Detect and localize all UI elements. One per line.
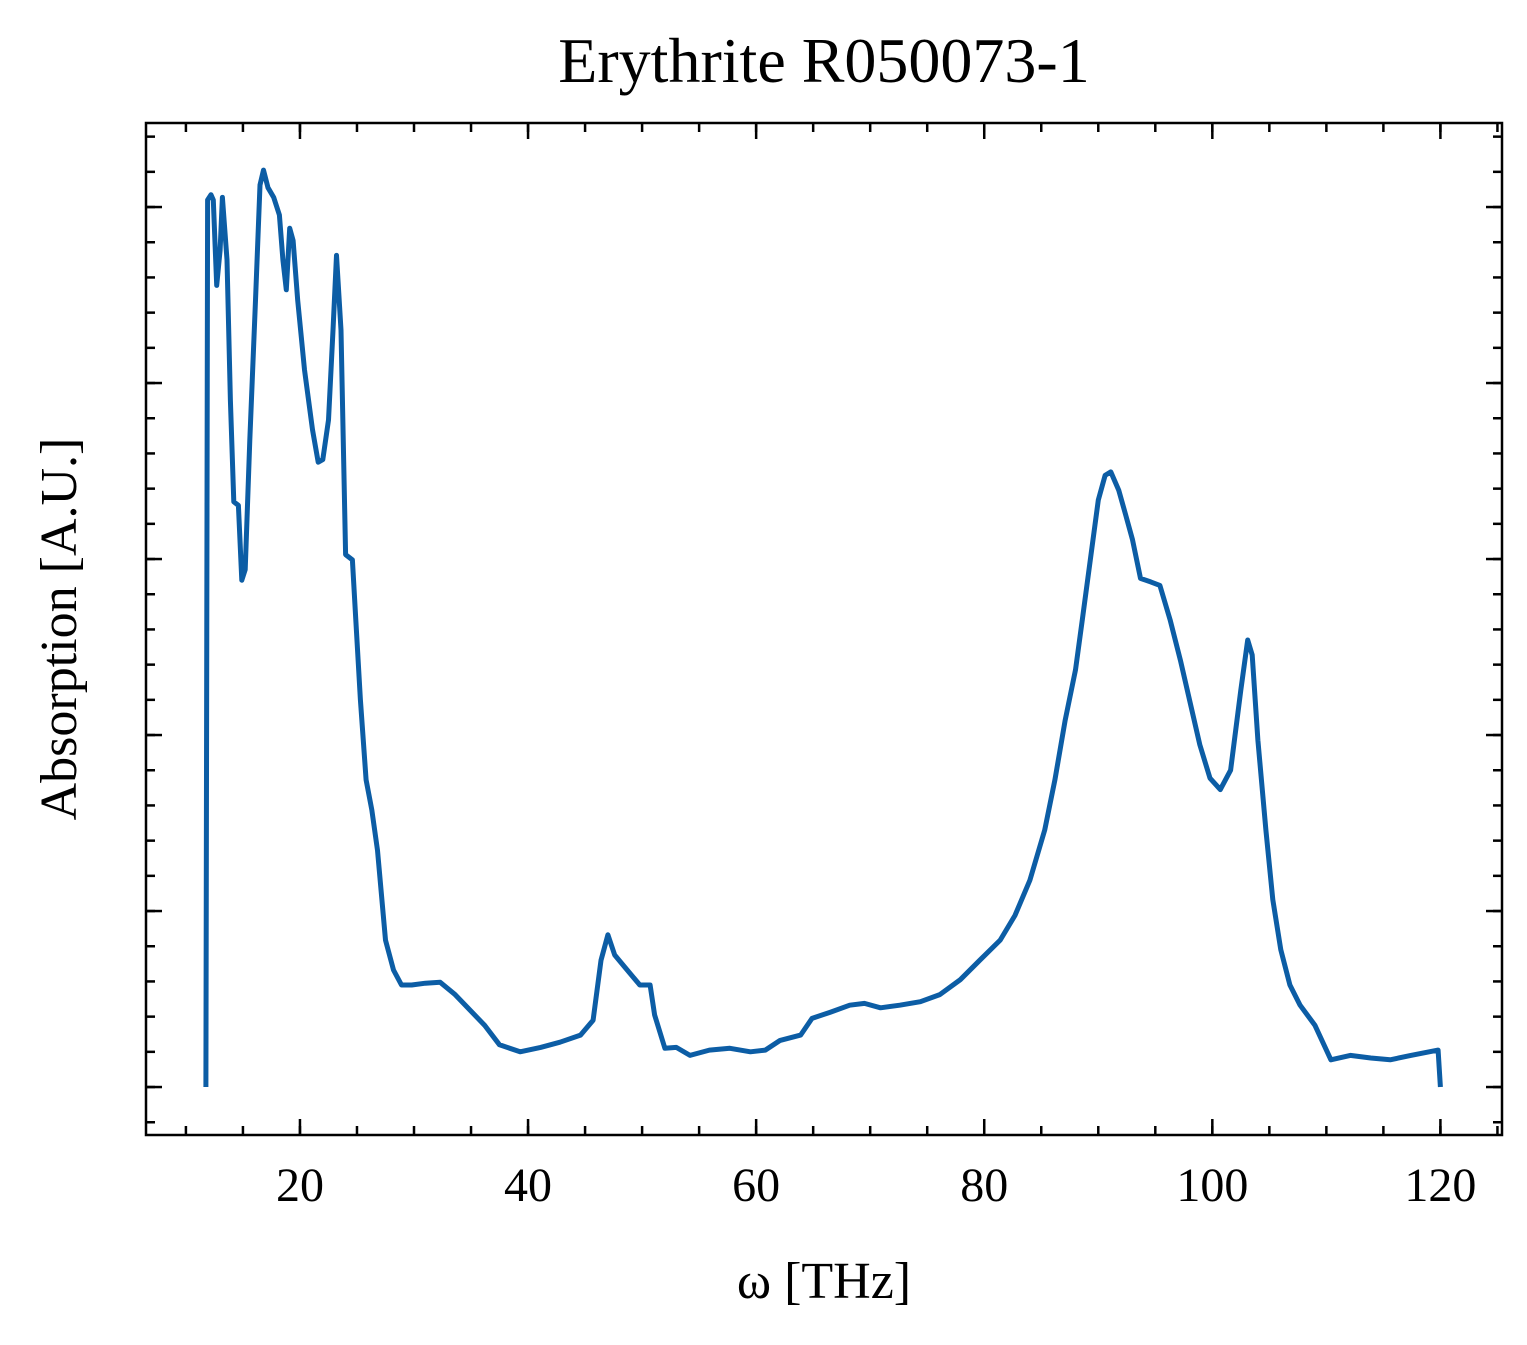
y-axis-label: Absorption [A.U.] <box>31 438 88 821</box>
x-tick-label: 60 <box>732 1159 780 1212</box>
plot-frame <box>144 121 1504 1137</box>
x-tick-label: 120 <box>1404 1159 1476 1212</box>
x-axis-label: ω [THz] <box>737 1253 911 1310</box>
x-tick-label: 20 <box>276 1159 324 1212</box>
x-tick-label: 80 <box>960 1159 1008 1212</box>
x-tick-label: 40 <box>504 1159 552 1212</box>
chart-title: Erythrite R050073-1 <box>558 25 1089 96</box>
data-line <box>203 167 1443 1088</box>
x-tick-label: 100 <box>1176 1159 1248 1212</box>
